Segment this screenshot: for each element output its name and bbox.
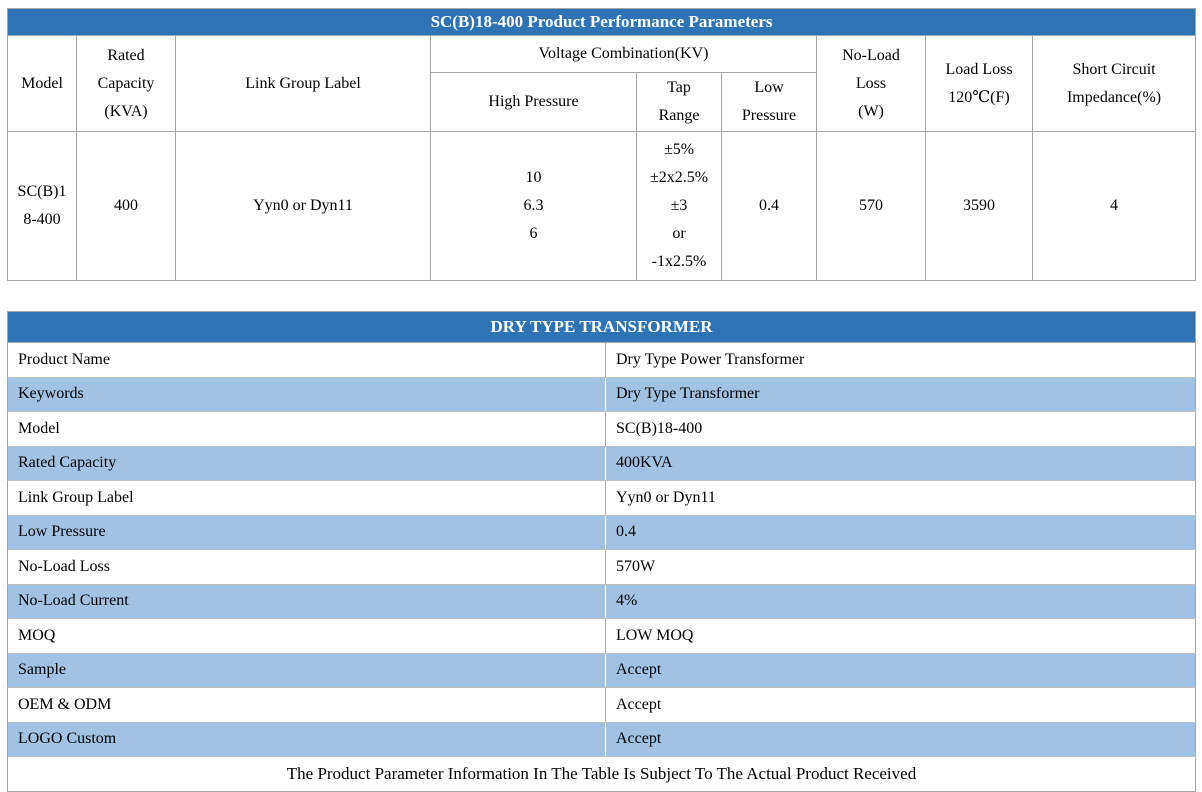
spec-label: Link Group Label bbox=[7, 480, 606, 516]
spec-table-title: DRY TYPE TRANSFORMER bbox=[7, 311, 1196, 343]
header-low-pressure: Low Pressure bbox=[721, 72, 817, 132]
performance-table-title: SC(B)18-400 Product Performance Paramete… bbox=[6, 8, 1197, 36]
cell-model: SC(B)18-400 bbox=[7, 131, 77, 281]
spec-label: LOGO Custom bbox=[7, 722, 606, 757]
spec-row: Rated Capacity 400KVA bbox=[7, 446, 1196, 481]
cell-short-circuit-impedance: 4 bbox=[1031, 131, 1197, 281]
spec-value: Dry Type Power Transformer bbox=[605, 342, 1196, 378]
spec-footer-note: The Product Parameter Information In The… bbox=[286, 764, 917, 783]
spec-row: No-Load Loss 570W bbox=[7, 549, 1196, 585]
spec-value: Accept bbox=[605, 722, 1196, 757]
spec-label: OEM & ODM bbox=[7, 687, 606, 723]
spec-row: Low Pressure 0.4 bbox=[7, 515, 1196, 550]
header-short-circuit-impedance: Short Circuit Impedance(%) bbox=[1031, 35, 1197, 132]
spec-row: No-Load Current 4% bbox=[7, 584, 1196, 619]
spec-row: Product Name Dry Type Power Transformer bbox=[7, 342, 1196, 378]
cell-link-group-label: Yyn0 or Dyn11 bbox=[175, 131, 431, 281]
header-row-2: High Pressure Tap Range Low Pressure bbox=[8, 72, 1196, 132]
high-pressure-value: 6 bbox=[529, 225, 538, 242]
spec-label: Low Pressure bbox=[7, 515, 606, 550]
spec-value: Accept bbox=[605, 687, 1196, 723]
cell-tap-range: ±5% ±2x2.5% ±3 or -1x2.5% bbox=[636, 131, 722, 281]
header-rated-capacity: Rated Capacity (KVA) bbox=[76, 35, 176, 132]
spec-title-row: DRY TYPE TRANSFORMER bbox=[7, 311, 1196, 343]
spec-label: No-Load Current bbox=[7, 584, 606, 619]
spec-row: Link Group Label Yyn0 or Dyn11 bbox=[7, 480, 1196, 516]
cell-load-loss: 3590 bbox=[925, 131, 1033, 281]
header-high-pressure: High Pressure bbox=[430, 72, 637, 132]
header-model: Model bbox=[7, 35, 77, 132]
spec-row: LOGO Custom Accept bbox=[7, 722, 1196, 757]
cell-rated-capacity: 400 bbox=[76, 131, 176, 281]
cell-high-pressure: 10 6.3 6 bbox=[430, 131, 637, 281]
tap-range-value: -1x2.5% bbox=[651, 253, 707, 270]
spec-label: No-Load Loss bbox=[7, 549, 606, 585]
spec-label: MOQ bbox=[7, 618, 606, 654]
header-link-group-label: Link Group Label bbox=[175, 35, 431, 132]
header-row-1: Model Rated Capacity (KVA) Link Group La… bbox=[7, 35, 1197, 132]
header-tap-range: Tap Range bbox=[636, 72, 722, 132]
tap-range-value: ±2x2.5% bbox=[649, 169, 709, 186]
header-no-load-loss: No-Load Loss (W) bbox=[816, 35, 926, 132]
tap-range-value: ±3 bbox=[670, 197, 688, 214]
cell-low-pressure: 0.4 bbox=[721, 131, 817, 281]
high-pressure-value: 10 bbox=[525, 169, 542, 186]
cell-no-load-loss: 570 bbox=[816, 131, 926, 281]
header-load-loss: Load Loss 120℃(F) bbox=[925, 35, 1033, 132]
spec-label: Product Name bbox=[7, 342, 606, 378]
tap-range-value: ±5% bbox=[663, 141, 695, 158]
spec-value: Yyn0 or Dyn11 bbox=[605, 480, 1196, 516]
spec-value: 4% bbox=[605, 584, 1196, 619]
high-pressure-value: 6.3 bbox=[523, 197, 544, 214]
spec-value: 400KVA bbox=[605, 446, 1196, 481]
spec-label: Model bbox=[7, 411, 606, 447]
spec-label: Sample bbox=[7, 653, 606, 688]
spec-value: LOW MOQ bbox=[605, 618, 1196, 654]
header-voltage-combination: Voltage Combination(KV) bbox=[430, 35, 817, 73]
performance-table: SC(B)18-400 Product Performance Paramete… bbox=[6, 8, 1197, 281]
spec-value: 0.4 bbox=[605, 515, 1196, 550]
tap-range-value: or bbox=[672, 225, 686, 242]
spec-value: Dry Type Transformer bbox=[605, 377, 1196, 412]
spec-value: Accept bbox=[605, 653, 1196, 688]
spec-row: Model SC(B)18-400 bbox=[7, 411, 1196, 447]
spec-table: DRY TYPE TRANSFORMER Product Name Dry Ty… bbox=[7, 311, 1196, 792]
spec-row: Keywords Dry Type Transformer bbox=[7, 377, 1196, 412]
spec-footer-row: The Product Parameter Information In The… bbox=[8, 757, 1196, 792]
spec-row: MOQ LOW MOQ bbox=[7, 618, 1196, 654]
spec-value: SC(B)18-400 bbox=[605, 411, 1196, 447]
spec-label: Rated Capacity bbox=[7, 446, 606, 481]
spec-row: Sample Accept bbox=[7, 653, 1196, 688]
spec-value: 570W bbox=[605, 549, 1196, 585]
performance-data-row: SC(B)18-400 400 Yyn0 or Dyn11 10 6.3 6 ±… bbox=[7, 131, 1197, 281]
performance-title-row: SC(B)18-400 Product Performance Paramete… bbox=[6, 8, 1197, 36]
spec-row: OEM & ODM Accept bbox=[7, 687, 1196, 723]
spec-label: Keywords bbox=[7, 377, 606, 412]
